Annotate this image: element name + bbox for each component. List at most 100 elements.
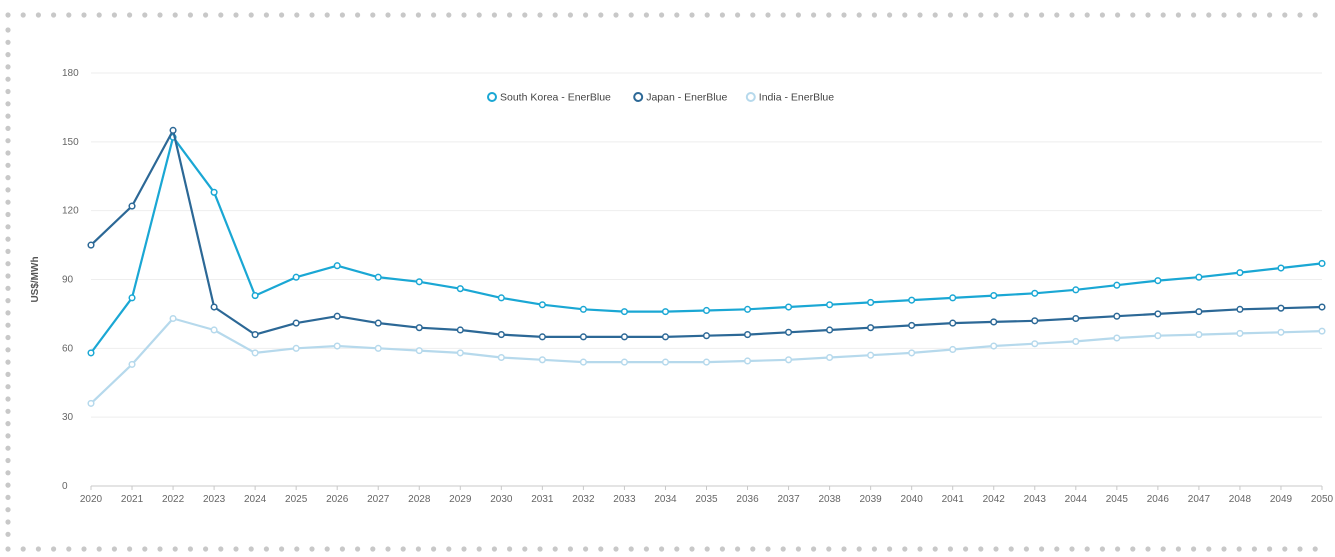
data-point [990,342,998,350]
frame-dot [1175,546,1181,552]
frame-dot [932,546,938,552]
frame-dot [963,546,969,552]
frame-dot [719,546,726,552]
frame-dot [324,12,330,18]
data-point [1318,303,1326,311]
x-tick-label: 2022 [162,494,185,505]
frame-dot [5,273,11,279]
frame-dot [5,101,11,107]
frame-dot [96,12,102,18]
frame-dot [35,546,42,552]
frame-dot [1191,546,1197,552]
frame-dot [993,12,999,18]
frame-dot [355,546,361,552]
x-tick-label: 2034 [654,494,677,505]
frame-dot [1221,546,1227,552]
data-point [1031,317,1039,325]
series-south-korea-enerblue [87,133,1326,357]
data-point [1154,332,1162,340]
x-tick-label: 2029 [449,494,472,505]
legend-item[interactable]: India - EnerBlue [745,92,834,104]
frame-dot [1297,12,1303,18]
frame-dot [1115,546,1121,552]
frame-dot [1251,546,1257,552]
data-point [1154,277,1162,285]
data-point [456,349,464,357]
x-tick-label: 2047 [1188,494,1211,505]
frame-dot [491,12,497,18]
data-point [333,342,341,350]
data-point [1318,327,1326,335]
frame-dot [750,12,756,18]
data-point [1072,337,1080,346]
frame-dot [20,12,26,18]
data-point [1236,329,1244,337]
x-tick-label: 2038 [818,494,841,505]
x-tick-label: 2026 [326,494,349,505]
frame-dot [947,12,954,18]
frame-dot [583,546,589,552]
frame-dot [887,546,893,552]
legend[interactable]: South Korea - EnerBlue Japan - EnerBlue In… [487,92,834,104]
x-tick-label: 2049 [1270,494,1293,505]
x-tick-label: 2037 [777,494,800,505]
data-point [292,344,300,352]
frame-dot [415,546,421,552]
frame-dot [294,546,300,552]
frame-dot [400,12,406,18]
frame-dot [613,12,619,18]
frame-dot [5,384,11,390]
frame-dot [902,12,908,18]
frame-dot [5,236,11,242]
frame-dot [5,310,11,316]
frame-dot [537,546,543,552]
legend-item[interactable]: South Korea - EnerBlue [487,92,611,104]
frame-dot [5,519,11,525]
frame-dot [932,12,938,18]
frame-dot [719,12,726,18]
frame-dot [1039,12,1045,18]
frame-dot [5,27,11,33]
frame-dot [1084,12,1090,18]
frame-dot [1130,12,1136,18]
frame-dot [263,546,269,552]
frame-dot [689,546,695,552]
frame-dot [35,12,42,18]
frame-dot [5,224,11,230]
data-point [128,360,136,368]
data-point [826,326,834,334]
gridlines: 0 30 60 90 120 150 180 [62,68,1322,492]
y-axis-title: US$/MWh [30,256,41,302]
y-tick-label: 30 [62,412,74,423]
frame-dot [5,445,11,451]
data-point [87,399,95,407]
frame-dot [887,12,893,18]
data-point [661,333,670,341]
x-tick-label: 2032 [572,494,595,505]
frame-dot [704,12,710,18]
frame-dot [1160,546,1166,552]
frame-dot [522,12,528,18]
x-tick-label: 2043 [1024,494,1047,505]
frame-dot [111,12,117,18]
legend-item[interactable]: Japan - EnerBlue [633,92,727,104]
frame-dot [5,64,11,70]
data-point [538,301,546,309]
frame-dot [339,546,345,552]
data-point [497,331,505,339]
data-point [456,326,464,334]
frame-dot [5,494,11,500]
frame-dot [1008,12,1014,18]
data-point [251,292,259,300]
frame-dot [628,546,634,552]
frame-dot [826,546,832,552]
data-point [1031,289,1039,297]
frame-dot [1267,12,1273,18]
frame-dot [5,433,11,439]
legend-label: India - EnerBlue [759,92,834,104]
data-point [128,294,136,302]
frame-dot [187,12,193,18]
frame-dot [856,12,862,18]
frame-dot [446,12,452,18]
